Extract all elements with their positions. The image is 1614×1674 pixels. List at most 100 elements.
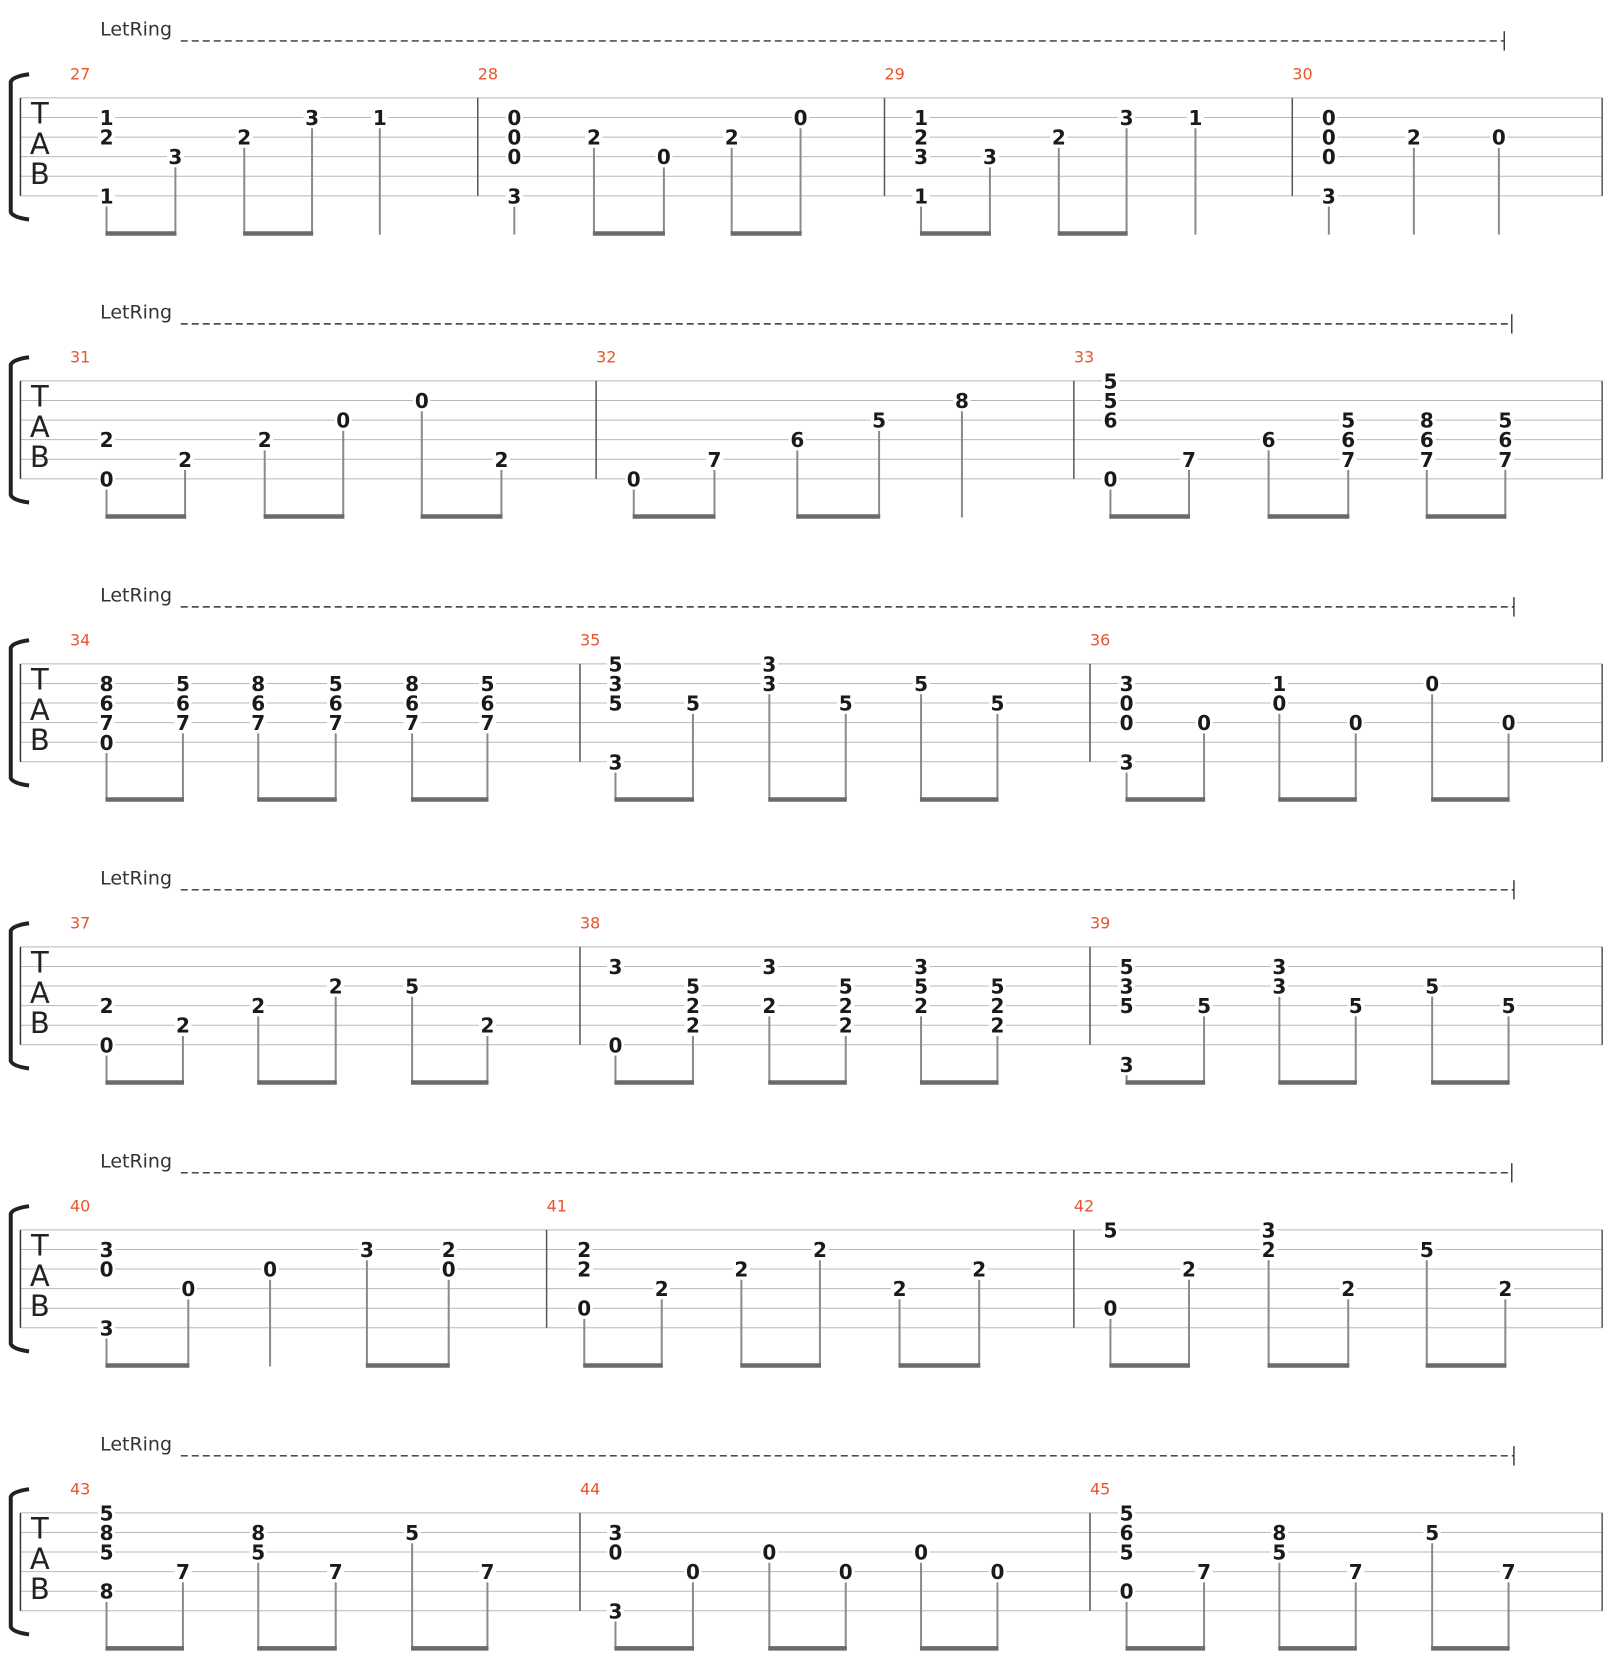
fret-background bbox=[176, 450, 194, 468]
fret-background bbox=[606, 1602, 625, 1620]
fret-background bbox=[303, 108, 321, 127]
fret-background bbox=[1259, 431, 1278, 449]
fret-number: 2 bbox=[176, 1014, 190, 1038]
fret-number: 0 bbox=[914, 1541, 928, 1565]
fret-background bbox=[1270, 957, 1288, 976]
fret-background bbox=[1117, 977, 1136, 995]
tab-clef-letter: A bbox=[30, 693, 50, 727]
fret-number: 7 bbox=[1341, 448, 1355, 472]
fret-number: 8 bbox=[1420, 409, 1434, 433]
fret-background bbox=[981, 148, 999, 166]
fret-number: 7 bbox=[405, 711, 419, 735]
fret-number: 5 bbox=[1420, 1238, 1434, 1262]
fret-background bbox=[174, 714, 192, 732]
fret-number: 0 bbox=[1120, 1580, 1134, 1604]
bar-number: 37 bbox=[70, 914, 90, 933]
bar-number: 39 bbox=[1090, 914, 1110, 933]
staff-bracket bbox=[8, 1487, 30, 1637]
fret-background bbox=[1496, 1280, 1514, 1298]
system: LetRingTAB348670567867567867567355353533… bbox=[8, 584, 1603, 802]
fret-number: 6 bbox=[1498, 428, 1512, 452]
fret-number: 2 bbox=[655, 1277, 669, 1301]
fret-number: 0 bbox=[100, 731, 114, 755]
fret-number: 1 bbox=[100, 106, 114, 130]
fret-background bbox=[837, 977, 855, 995]
fret-number: 0 bbox=[442, 1258, 456, 1282]
fret-number: 0 bbox=[1322, 106, 1336, 130]
fret-number: 3 bbox=[1120, 975, 1134, 999]
fret-number: 0 bbox=[762, 1541, 776, 1565]
system: LetRingTAB435858785757443030000045565078… bbox=[8, 1433, 1603, 1651]
let-ring-label: LetRing bbox=[100, 301, 172, 323]
fret-background bbox=[606, 1036, 625, 1054]
fret-background bbox=[684, 694, 702, 712]
fret-number: 6 bbox=[1420, 428, 1434, 452]
fret-background bbox=[478, 674, 497, 693]
fret-number: 5 bbox=[990, 692, 1004, 716]
fret-number: 2 bbox=[990, 994, 1004, 1018]
fret-number: 1 bbox=[1272, 672, 1286, 696]
fret-background bbox=[912, 977, 930, 995]
fret-number: 0 bbox=[686, 1560, 700, 1584]
fret-background bbox=[912, 674, 930, 693]
fret-number: 6 bbox=[251, 692, 265, 716]
tab-clef-letter: B bbox=[30, 157, 50, 191]
fret-background bbox=[870, 411, 888, 429]
fret-background bbox=[327, 977, 345, 995]
fret-number: 0 bbox=[100, 467, 114, 491]
fret-number: 5 bbox=[609, 652, 623, 676]
fret-background bbox=[97, 1504, 116, 1522]
fret-number: 2 bbox=[839, 994, 853, 1018]
fret-background bbox=[235, 128, 253, 146]
fret-number: 5 bbox=[1272, 1541, 1286, 1565]
fret-background bbox=[1418, 1240, 1436, 1259]
fret-number: 7 bbox=[251, 711, 265, 735]
fret-number: 0 bbox=[609, 1541, 623, 1565]
fret-number: 5 bbox=[329, 672, 343, 696]
fret-background bbox=[371, 108, 389, 127]
fret-background bbox=[1423, 977, 1441, 995]
fret-number: 2 bbox=[237, 126, 251, 150]
fret-number: 8 bbox=[100, 672, 114, 696]
fret-background bbox=[912, 108, 930, 127]
fret-background bbox=[1320, 128, 1338, 146]
let-ring-label: LetRing bbox=[100, 584, 172, 606]
bar-number: 43 bbox=[70, 1480, 90, 1499]
fret-background bbox=[988, 1016, 1007, 1034]
fret-background bbox=[1339, 1280, 1357, 1298]
fret-number: 0 bbox=[794, 106, 808, 130]
fret-background bbox=[1423, 1523, 1441, 1542]
fret-background bbox=[1320, 108, 1338, 127]
fret-number: 2 bbox=[1407, 126, 1421, 150]
fret-number: 3 bbox=[360, 1238, 374, 1262]
fret-background bbox=[606, 1543, 625, 1561]
fret-background bbox=[174, 694, 192, 712]
tab-clef-letter: B bbox=[30, 440, 50, 474]
fret-number: 2 bbox=[480, 1014, 494, 1038]
fret-background bbox=[585, 128, 603, 146]
fret-background bbox=[403, 1523, 421, 1542]
fret-number: 2 bbox=[762, 994, 776, 1018]
fret-number: 2 bbox=[258, 428, 272, 452]
fret-background bbox=[174, 674, 192, 693]
fret-background bbox=[179, 1280, 197, 1298]
fret-background bbox=[1050, 128, 1068, 146]
fret-number: 6 bbox=[1120, 1521, 1134, 1545]
fret-number: 7 bbox=[708, 448, 722, 472]
fret-number: 0 bbox=[1349, 711, 1363, 735]
fret-background bbox=[249, 674, 267, 693]
bar-number: 38 bbox=[580, 914, 600, 933]
fret-number: 0 bbox=[1492, 126, 1506, 150]
fret-background bbox=[606, 694, 625, 712]
tab-clef-letter: T bbox=[30, 97, 49, 131]
fret-background bbox=[988, 977, 1007, 995]
fret-background bbox=[327, 694, 345, 712]
fret-background bbox=[1117, 694, 1136, 712]
bar-number: 31 bbox=[70, 348, 90, 367]
fret-number: 7 bbox=[329, 711, 343, 735]
fret-number: 3 bbox=[983, 145, 997, 169]
fret-number: 0 bbox=[1322, 145, 1336, 169]
fret-number: 7 bbox=[1197, 1560, 1211, 1584]
fret-number: 6 bbox=[329, 692, 343, 716]
